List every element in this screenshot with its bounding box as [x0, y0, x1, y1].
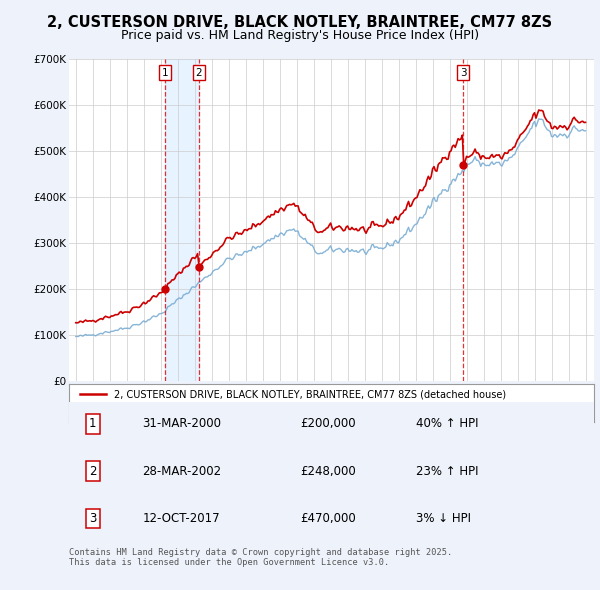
Text: £248,000: £248,000 — [300, 464, 356, 478]
Text: 12-OCT-2017: 12-OCT-2017 — [143, 512, 220, 525]
Text: Price paid vs. HM Land Registry's House Price Index (HPI): Price paid vs. HM Land Registry's House … — [121, 30, 479, 42]
Text: £200,000: £200,000 — [300, 417, 356, 431]
Text: 3: 3 — [460, 68, 466, 78]
Text: HPI: Average price, detached house, Braintree: HPI: Average price, detached house, Brai… — [113, 408, 340, 418]
Text: 1: 1 — [161, 68, 169, 78]
Text: 28-MAR-2002: 28-MAR-2002 — [143, 464, 221, 478]
Text: 1: 1 — [89, 417, 97, 431]
Text: Contains HM Land Registry data © Crown copyright and database right 2025.
This d: Contains HM Land Registry data © Crown c… — [69, 548, 452, 567]
Text: 31-MAR-2000: 31-MAR-2000 — [143, 417, 221, 431]
Text: £470,000: £470,000 — [300, 512, 356, 525]
Text: 2: 2 — [89, 464, 97, 478]
Text: 3% ↓ HPI: 3% ↓ HPI — [415, 512, 470, 525]
Text: 2, CUSTERSON DRIVE, BLACK NOTLEY, BRAINTREE, CM77 8ZS (detached house): 2, CUSTERSON DRIVE, BLACK NOTLEY, BRAINT… — [113, 389, 506, 399]
Text: 40% ↑ HPI: 40% ↑ HPI — [415, 417, 478, 431]
Text: 23% ↑ HPI: 23% ↑ HPI — [415, 464, 478, 478]
Text: 3: 3 — [89, 512, 97, 525]
Bar — [165, 59, 199, 381]
Text: 2, CUSTERSON DRIVE, BLACK NOTLEY, BRAINTREE, CM77 8ZS: 2, CUSTERSON DRIVE, BLACK NOTLEY, BRAINT… — [47, 15, 553, 30]
Text: 2: 2 — [196, 68, 202, 78]
